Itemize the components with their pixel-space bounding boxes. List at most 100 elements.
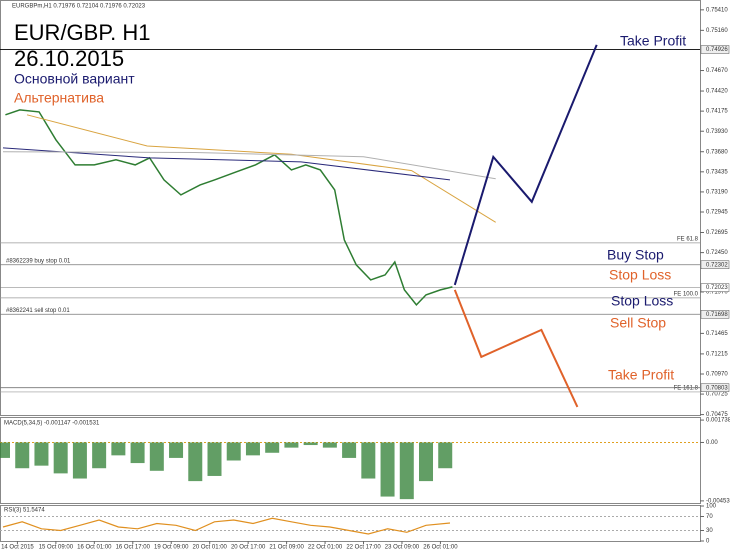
x-tick-label: 15 Oct 09:00 <box>39 545 74 551</box>
macd-bar <box>399 442 414 500</box>
x-tick-label: 22 Oct 01:00 <box>308 545 343 551</box>
y-tick-label: 0.73680 <box>706 149 728 155</box>
y-tick-label: 0.73930 <box>706 129 728 135</box>
macd-bar <box>53 442 68 474</box>
level-box <box>700 283 730 292</box>
series-line <box>2 151 496 180</box>
macd-bar <box>34 442 49 466</box>
y-tick-label: 0.71215 <box>706 351 728 357</box>
rsi-tick-label: 70 <box>706 514 713 520</box>
fe-label: FE 100.0 <box>674 291 699 297</box>
rsi-tick-label: 30 <box>706 528 713 534</box>
level-label: 0.72023 <box>706 285 728 291</box>
x-tick-label: 20 Oct 01:00 <box>193 545 228 551</box>
order-label: #8362241 sell stop 0.01 <box>6 308 70 314</box>
level-box <box>700 383 730 392</box>
title: EUR/GBP. H1 <box>14 20 151 45</box>
macd-bar <box>188 442 203 482</box>
macd-panel <box>0 417 701 504</box>
date: 26.10.2015 <box>14 46 124 71</box>
y-tick-label: 0.75160 <box>706 28 728 34</box>
annotation: Buy Stop <box>607 247 664 263</box>
x-tick-label: 19 Oct 09:00 <box>154 545 189 551</box>
rsi-tick-label: 100 <box>706 504 717 510</box>
scenario-line <box>453 44 598 286</box>
x-tick-label: 22 Oct 17:00 <box>346 545 381 551</box>
y-tick-label: 0.75410 <box>706 7 728 13</box>
x-tick-label: 16 Oct 01:00 <box>77 545 112 551</box>
annotation: Stop Loss <box>611 293 673 309</box>
macd-bar <box>72 442 87 479</box>
level-box <box>700 260 730 269</box>
macd-tick-label: 0.00 <box>706 440 718 446</box>
level-label: 0.74926 <box>706 47 728 53</box>
y-tick-label: 0.74670 <box>706 68 728 74</box>
fe-label: FE 61.8 <box>677 236 699 242</box>
y-tick-label: 0.70725 <box>706 392 728 398</box>
series-line <box>2 147 451 181</box>
macd-bar <box>111 442 126 456</box>
macd-bar <box>15 442 30 469</box>
y-tick-label: 0.70475 <box>706 412 728 418</box>
macd-bar <box>303 442 318 446</box>
y-tick-label: 0.70970 <box>706 372 728 378</box>
x-tick-label: 21 Oct 09:00 <box>269 545 304 551</box>
macd-bar <box>361 442 376 479</box>
macd-bar <box>419 442 434 482</box>
level-box <box>700 310 730 319</box>
level-box <box>700 45 730 54</box>
y-tick-label: 0.74175 <box>706 109 728 115</box>
series-line <box>5 109 453 307</box>
x-tick-label: 20 Oct 17:00 <box>231 545 266 551</box>
y-tick-label: 0.73435 <box>706 169 728 175</box>
main-label: Основной вариант <box>14 71 135 87</box>
annotation: Take Profit <box>620 33 686 49</box>
macd-bar <box>322 442 337 448</box>
annotation: Stop Loss <box>609 267 671 283</box>
annotation: Sell Stop <box>610 315 666 331</box>
macd-bar <box>265 442 280 453</box>
y-tick-label: 0.71465 <box>706 331 728 337</box>
y-tick-label: 0.73190 <box>706 189 728 195</box>
main-panel <box>0 0 701 416</box>
rsi-tick-label: 0 <box>706 539 710 545</box>
rsi-line <box>2 517 451 535</box>
macd-bar <box>130 442 145 464</box>
macd-bar <box>284 442 299 448</box>
x-tick-label: 23 Oct 09:00 <box>385 545 420 551</box>
macd-bar <box>438 442 453 469</box>
level-label: 0.72302 <box>706 262 728 268</box>
macd-tick-label: 0.001738 <box>706 418 730 424</box>
macd-bar <box>169 442 184 458</box>
macd-bar <box>342 442 357 458</box>
fe-label: FE 161.8 <box>674 386 699 392</box>
x-tick-label: 26 Oct 01:00 <box>423 545 458 551</box>
macd-tick-label: -0.004536 <box>706 498 730 504</box>
macd-bar <box>149 442 164 471</box>
macd-bar <box>380 442 395 497</box>
y-tick-label: 0.71970 <box>706 290 728 296</box>
y-tick-label: 0.72450 <box>706 250 728 256</box>
macd-bar <box>245 442 260 456</box>
y-tick-label: 0.72945 <box>706 210 728 216</box>
alt-label: Альтернатива <box>14 90 104 106</box>
y-tick-label: 0.72695 <box>706 230 728 236</box>
level-label: 0.71698 <box>706 312 728 318</box>
macd-bar <box>207 442 222 476</box>
order-label: #8362239 buy stop 0.01 <box>6 258 71 264</box>
rsi-label: RSI(3) 51.5474 <box>4 508 45 514</box>
series-line <box>26 114 496 223</box>
macd-bar <box>92 442 107 469</box>
scenario-line <box>453 289 579 408</box>
macd-bar <box>0 442 10 458</box>
header: EURGBPm,H1 0.71976 0.72104 0.71976 0.720… <box>12 4 146 10</box>
rsi-panel <box>0 505 701 542</box>
x-tick-label: 14 Oct 2015 <box>1 545 34 551</box>
macd-bar <box>226 442 241 461</box>
x-tick-label: 16 Oct 17:00 <box>116 545 151 551</box>
y-tick-label: 0.74420 <box>706 89 728 95</box>
annotation: Take Profit <box>608 367 674 383</box>
macd-label: MACD(5,34,5) -0.001147 -0.001531 <box>4 421 100 427</box>
